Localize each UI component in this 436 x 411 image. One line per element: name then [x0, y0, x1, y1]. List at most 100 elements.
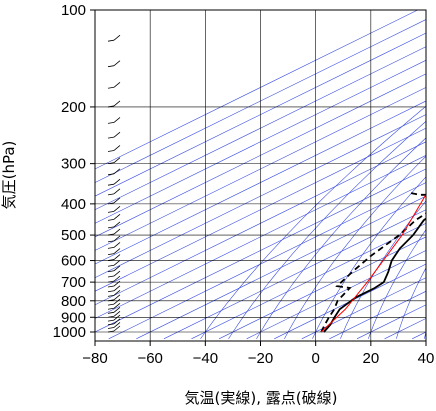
wind-barb-staff	[107, 323, 115, 326]
wind-barb-flag	[113, 188, 121, 195]
wind-barb-staff	[107, 240, 115, 243]
wind-barb-staff	[107, 303, 115, 306]
wind-barb-staff	[107, 247, 115, 249]
wind-barb-flag	[113, 197, 121, 204]
wind-barb-flag	[113, 235, 121, 242]
isotherm-line	[95, 127, 426, 292]
background-grid	[95, 10, 426, 341]
wind-barb-flag	[113, 34, 121, 41]
wind-barb-staff	[107, 105, 115, 108]
wind-barb-staff	[107, 319, 115, 322]
x-tick-label: −40	[193, 350, 218, 367]
isotherm-line	[95, 59, 426, 224]
wind-barb-flag	[113, 290, 121, 296]
wind-barb-flag	[113, 310, 121, 317]
wind-barb-staff	[107, 183, 115, 186]
x-axis: −80 −60 −40 −20 0 20 40	[82, 341, 434, 367]
wind-barb-staff	[107, 270, 115, 273]
wind-barb-flag	[113, 259, 121, 266]
wind-barb-flag	[113, 314, 121, 321]
wind-barb-flag	[113, 325, 121, 332]
wind-barb-flag	[114, 4, 120, 9]
wind-barb-flag	[113, 131, 121, 138]
wind-barb-flag	[113, 242, 121, 248]
wind-barb-flag	[113, 318, 121, 325]
dry-adiabat-line	[340, 200, 426, 339]
wind-barb-staff	[107, 226, 115, 229]
wind-barb-staff	[107, 327, 115, 329]
wind-barb-flag	[113, 117, 121, 123]
x-tick-label: −20	[248, 350, 273, 367]
wind-barb-flag	[113, 81, 121, 88]
y-tick-label: 400	[61, 196, 86, 213]
x-tick-label: −60	[137, 350, 162, 367]
wind-barb-flag	[113, 206, 121, 212]
isotherm-line	[356, 304, 426, 340]
wind-barb-staff	[107, 294, 115, 297]
wind-barb-staff	[107, 233, 115, 236]
wind-barb-staff	[107, 173, 115, 176]
dry-adiabat-line	[312, 176, 426, 339]
wind-barb-staff	[107, 210, 115, 213]
isotherm-line	[95, 32, 426, 197]
x-tick-label: 40	[418, 350, 435, 367]
x-tick-label: 0	[311, 350, 319, 367]
dry-adiabat-line	[228, 120, 426, 339]
wind-barb-staff	[107, 202, 115, 205]
wind-barb-staff	[107, 253, 115, 256]
wind-barb-staff	[107, 264, 115, 267]
wind-barb-flag	[113, 168, 121, 175]
wind-barb-staff	[107, 136, 115, 139]
isotherm-line	[95, 73, 426, 238]
x-tick-label: 20	[362, 350, 379, 367]
y-tick-label: 200	[61, 99, 86, 116]
wind-barb-staff	[107, 122, 115, 124]
y-axis-title: 気圧(hPa)	[0, 141, 18, 210]
isotherm-line	[95, 10, 418, 170]
x-tick-label: −80	[82, 350, 107, 367]
isotherm-line	[95, 168, 426, 333]
wind-barb-staff	[107, 39, 115, 42]
isotherm-line	[136, 195, 426, 340]
dry-adiabat-line	[368, 229, 426, 339]
wind-barb-staff	[107, 330, 115, 333]
wind-barb-staff	[107, 150, 115, 152]
profile-series-0	[323, 217, 426, 333]
wind-barb-staff	[107, 290, 115, 293]
wind-barb-flag	[113, 145, 121, 151]
isotherm-line	[95, 100, 426, 265]
y-tick-label: 900	[61, 309, 86, 326]
isotherm-line	[412, 331, 426, 340]
isotherm-line	[108, 182, 426, 340]
wind-barb-flag	[113, 307, 121, 313]
wind-barb-flag	[113, 294, 121, 301]
wind-barb-flag	[113, 275, 121, 282]
wind-barb-staff	[107, 275, 115, 278]
wind-barb-staff	[107, 280, 115, 283]
wind-barb-flag	[113, 322, 121, 328]
y-tick-label: 600	[61, 253, 86, 270]
y-tick-label: 1000	[53, 324, 86, 341]
wind-barb-staff	[107, 162, 115, 165]
wind-barb-flag	[113, 221, 121, 228]
wind-barb-staff	[107, 65, 115, 68]
profile-series-2	[320, 193, 426, 333]
y-tick-label: 500	[61, 227, 86, 244]
isotherm-line	[95, 141, 426, 306]
dry-adiabat-line	[396, 267, 426, 339]
isotherm-line	[191, 222, 426, 340]
wind-barbs	[107, 4, 121, 333]
isotherm-line	[95, 155, 426, 319]
wind-barb-staff	[107, 218, 115, 221]
x-axis-title: 気温(実線), 露点(破線)	[185, 389, 338, 407]
wind-barb-staff	[107, 86, 115, 89]
y-tick-label: 100	[61, 2, 86, 19]
wind-barb-flag	[113, 214, 121, 220]
isotherm-line	[246, 250, 426, 340]
wind-barb-flag	[113, 178, 121, 185]
wind-barb-flag	[113, 265, 121, 272]
wind-barb-staff	[107, 299, 115, 302]
wind-barb-staff	[107, 307, 115, 310]
wind-barb-flag	[113, 302, 121, 309]
